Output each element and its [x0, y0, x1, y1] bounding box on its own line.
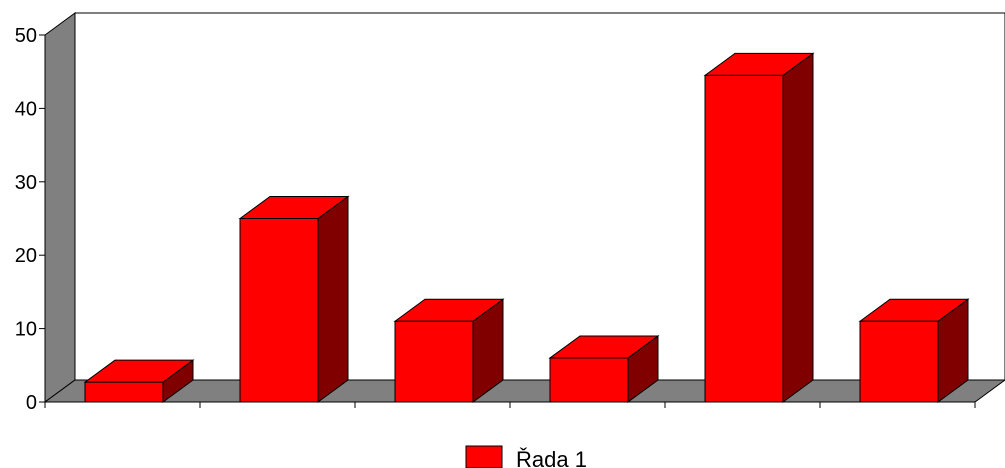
bar — [83, 359, 195, 403]
bar — [703, 52, 815, 403]
y-tick-label: 20 — [15, 245, 37, 267]
side-wall — [44, 12, 76, 403]
bars-group — [83, 52, 970, 403]
bar — [858, 298, 970, 403]
y-tick-label: 50 — [15, 25, 37, 47]
y-tick-label: 30 — [15, 172, 37, 194]
bar — [238, 195, 350, 403]
bar-front — [859, 320, 939, 403]
legend-swatch — [465, 445, 503, 468]
legend-label: Řada 1 — [516, 447, 587, 468]
bar-front — [84, 381, 164, 403]
x-axis-ticks — [44, 401, 976, 408]
bar-front — [394, 320, 474, 403]
bar-front — [704, 74, 784, 403]
bar-front — [239, 218, 319, 403]
bar-side — [317, 195, 349, 403]
y-tick-label: 10 — [15, 319, 37, 341]
y-tick-label: 0 — [26, 392, 37, 414]
bar-side — [782, 52, 814, 403]
bar — [548, 334, 660, 403]
bar-front — [549, 357, 629, 403]
legend: Řada 1 — [465, 445, 587, 468]
y-tick-label: 40 — [15, 98, 37, 120]
y-axis: 0 10 20 30 40 50 — [15, 25, 46, 414]
bar — [393, 298, 505, 403]
